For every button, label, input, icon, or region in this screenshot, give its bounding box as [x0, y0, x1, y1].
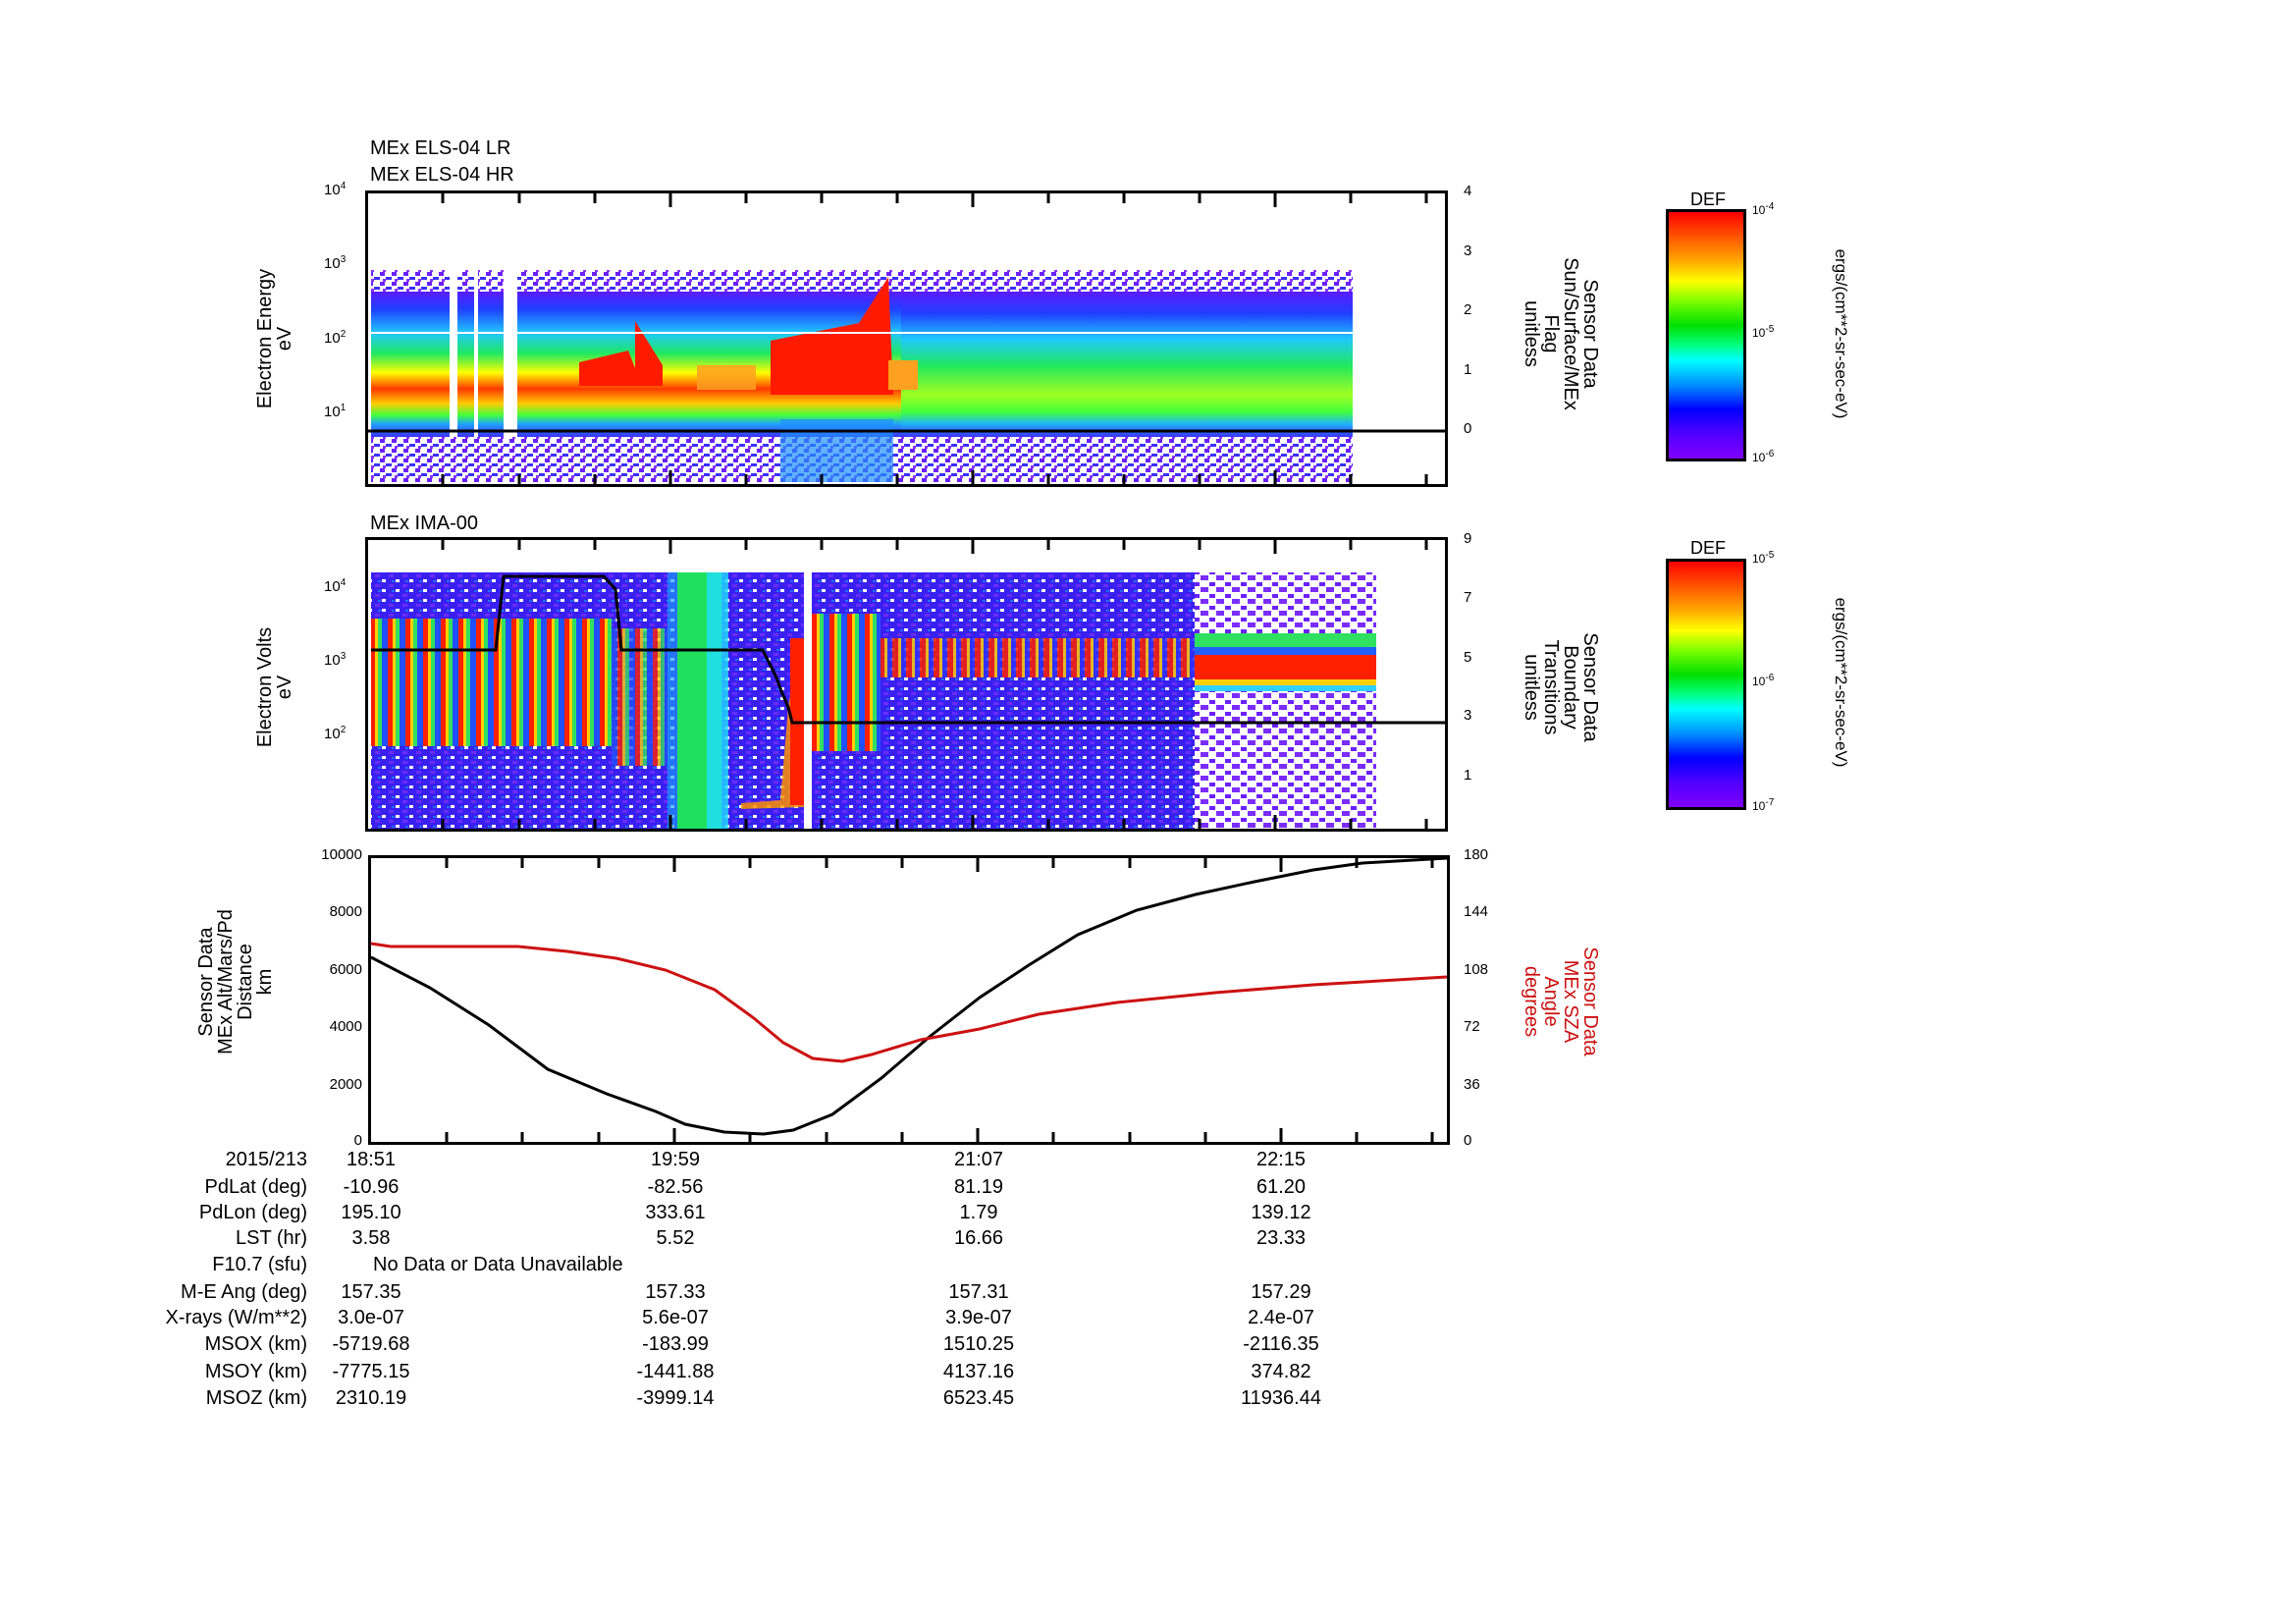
- time-tick: 19:59: [650, 1149, 701, 1170]
- ima-rtick-1: 1: [1464, 767, 1472, 784]
- els-rtick-3: 3: [1464, 243, 1472, 259]
- ima-colorbar-unit: ergs/(cm**2-sr-sec-eV): [1832, 597, 1850, 768]
- ima-ytick-1e4: 104: [324, 577, 347, 595]
- ima-rtick-3: 3: [1464, 707, 1472, 724]
- date-label: 2015/213: [225, 1149, 307, 1170]
- sza-line: [370, 942, 1448, 1063]
- ima-spectrogram: [371, 540, 1445, 829]
- ima-cbar-tick-top: 10-5: [1752, 550, 1775, 566]
- orbit-rtick-180: 180: [1464, 846, 1489, 863]
- orbit-line-panel: [368, 855, 1450, 1145]
- ima-ylabel: Electron Volts eV: [254, 626, 295, 748]
- els-cbar-tick-bot: 10-6: [1752, 449, 1775, 464]
- ima-rtick-5: 5: [1464, 649, 1472, 666]
- table-row: F10.7 (sfu) No Data or Data Unavailable: [212, 1254, 623, 1275]
- els-ytick-1e2: 102: [324, 329, 347, 347]
- orbit-rtick-36: 36: [1464, 1076, 1480, 1093]
- els-right-label: Sensor Data Sun/Surface/MEx Flag unitless: [1521, 257, 1601, 410]
- table-row: PdLat (deg) -10.96 -82.56 81.19 61.20: [204, 1176, 1307, 1198]
- els-rtick-4: 4: [1464, 183, 1472, 199]
- table-row: MSOX (km) -5719.68 -183.99 1510.25 -2116…: [204, 1333, 1319, 1355]
- els-title-hr: MEx ELS-04 HR: [370, 164, 514, 186]
- ima-rtick-7: 7: [1464, 589, 1472, 606]
- orbit-rtick-72: 72: [1464, 1018, 1480, 1035]
- orbit-rtick-0: 0: [1464, 1132, 1472, 1149]
- table-row: PdLon (deg) 195.10 333.61 1.79 139.12: [198, 1202, 1311, 1223]
- els-ytick-1e4: 104: [324, 181, 347, 198]
- table-row: LST (hr) 3.58 5.52 16.66 23.33: [236, 1227, 1307, 1249]
- orbit-rtick-144: 144: [1464, 903, 1489, 920]
- ima-colorbar: [1666, 559, 1746, 810]
- els-spectrogram: [368, 193, 1445, 484]
- table-row: M-E Ang (deg) 157.35 157.33 157.31 157.2…: [181, 1281, 1311, 1303]
- no-data-note: No Data or Data Unavailable: [373, 1254, 623, 1275]
- ima-spectrogram-panel: [365, 537, 1448, 832]
- els-rtick-1: 1: [1464, 361, 1472, 378]
- table-row: MSOY (km) -7775.15 -1441.88 4137.16 374.…: [204, 1361, 1311, 1382]
- orbit-ytick-4000: 4000: [329, 1018, 362, 1035]
- ima-right-label: Sensor Data Boundary Transitions unitless: [1521, 632, 1601, 742]
- time-row: 2015/213 18:51 19:59 21:07 22:15: [0, 1149, 2296, 1174]
- els-title-lr: MEx ELS-04 LR: [370, 137, 511, 159]
- els-ytick-1e1: 101: [324, 403, 347, 420]
- ima-cbar-tick-bot: 10-7: [1752, 797, 1775, 813]
- time-tick: 21:07: [953, 1149, 1004, 1170]
- orbit-line-plot: [370, 856, 1448, 1142]
- ima-ytick-1e2: 102: [324, 725, 347, 742]
- orbit-ytick-0: 0: [353, 1132, 362, 1149]
- els-colorbar: [1666, 209, 1746, 461]
- ima-rtick-9: 9: [1464, 530, 1472, 547]
- els-ytick-1e3: 103: [324, 254, 347, 272]
- els-ylabel: Electron Energy eV: [254, 268, 295, 409]
- table-row: MSOZ (km) 2310.19 -3999.14 6523.45 11936…: [205, 1387, 1321, 1409]
- els-colorbar-title: DEF: [1690, 189, 1726, 209]
- ima-title: MEx IMA-00: [370, 513, 479, 534]
- orbit-ytick-8000: 8000: [329, 903, 362, 920]
- ima-cbar-tick-mid: 10-6: [1752, 673, 1775, 688]
- altitude-line: [370, 856, 1448, 1136]
- els-cbar-tick-mid: 10-5: [1752, 324, 1775, 340]
- table-row: X-rays (W/m**2) 3.0e-07 5.6e-07 3.9e-07 …: [165, 1307, 1314, 1328]
- els-cbar-tick-top: 10-4: [1752, 201, 1775, 217]
- els-colorbar-unit: ergs/(cm**2-sr-sec-eV): [1832, 248, 1850, 419]
- els-rtick-2: 2: [1464, 301, 1472, 318]
- orbit-ytick-10000: 10000: [321, 846, 362, 863]
- orbit-rtick-108: 108: [1464, 961, 1489, 978]
- orbit-ylabel: Sensor Data MEx Alt/Mars/Pd Distance km: [195, 909, 276, 1055]
- orbit-right-label: Sensor Data MEx SZA Angle degrees: [1521, 947, 1601, 1056]
- els-rtick-0: 0: [1464, 420, 1472, 437]
- orbit-ytick-2000: 2000: [329, 1076, 362, 1093]
- ima-colorbar-title: DEF: [1690, 538, 1726, 558]
- time-tick: 18:51: [346, 1149, 397, 1170]
- els-spectrogram-panel: [365, 190, 1448, 487]
- orbit-ytick-6000: 6000: [329, 961, 362, 978]
- time-tick: 22:15: [1255, 1149, 1307, 1170]
- ima-ytick-1e3: 103: [324, 651, 347, 669]
